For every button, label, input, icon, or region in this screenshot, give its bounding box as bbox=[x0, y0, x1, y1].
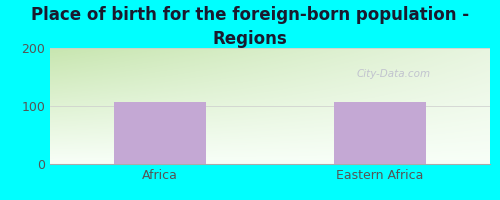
Text: Place of birth for the foreign-born population -
Regions: Place of birth for the foreign-born popu… bbox=[31, 6, 469, 48]
Text: City-Data.com: City-Data.com bbox=[356, 69, 430, 79]
Bar bbox=[334, 102, 426, 164]
Bar bbox=[114, 102, 206, 164]
